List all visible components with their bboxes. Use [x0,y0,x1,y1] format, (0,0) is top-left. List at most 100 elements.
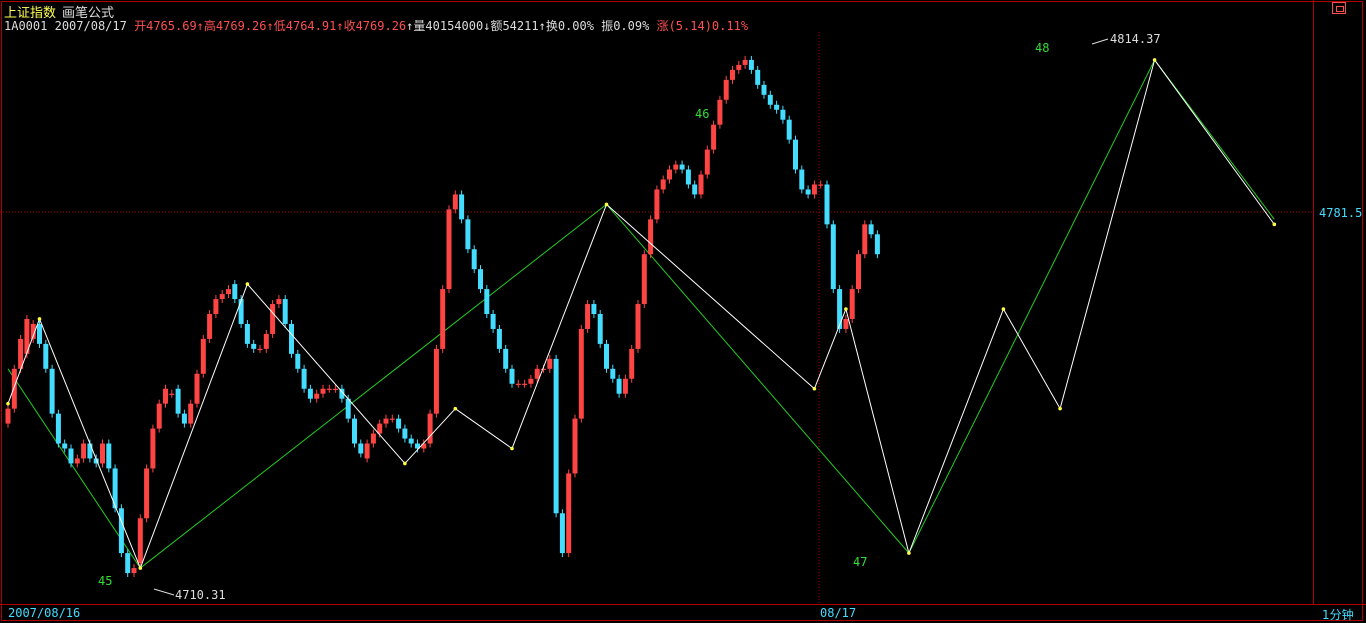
candle-body [150,428,156,469]
candle-body [730,69,735,80]
price-axis-divider [1313,0,1314,604]
turnover-label: 换 [545,19,558,33]
change-label: 涨 [656,19,669,33]
up-arrow-icon [539,19,546,33]
candle-body [74,458,80,464]
stock-code: 1A0001 [4,19,48,33]
candle-body [748,59,754,70]
candle-body [131,568,137,574]
candle-body [5,408,11,424]
candle-body [163,388,168,404]
candle-body [559,513,565,554]
stroke-label-47: 47 [853,555,867,569]
candle-body [396,418,402,429]
time-axis-divider [0,604,1366,605]
time-label-mid: 08/17 [820,606,857,620]
period-selector[interactable]: 1分钟 [1322,608,1354,622]
candle-body [106,443,112,469]
candle-body [389,418,395,420]
open-label: 开 [134,19,147,33]
candle-body [238,299,244,324]
candle-body [572,418,578,474]
candle-body [824,184,830,225]
stroke-vertex [907,551,911,555]
candle-body [415,443,420,449]
stroke-vertex [812,386,817,391]
candle-body [364,443,370,459]
candle-body [307,388,313,399]
down-arrow-icon [483,19,490,33]
candle-body [534,368,540,379]
low-value: 4764.91 [285,19,337,33]
candle-body [723,79,729,100]
stroke-line [908,308,1004,554]
candle-body [37,323,42,344]
high-value: 4769.26 [215,19,267,33]
candle-body [799,169,805,190]
candle-body [818,184,824,186]
candle-body [767,94,773,105]
candle-body [862,224,868,255]
candle-body [780,109,786,120]
candle-body [62,443,68,449]
stroke-line [1002,308,1061,409]
candle-body [515,383,521,385]
formula-name[interactable]: 画笔公式 [62,6,115,21]
stroke-line [247,283,406,464]
stroke-vertex [245,282,250,286]
candle-body [100,443,105,464]
stroke-vertex [1058,406,1062,411]
candle-body [30,323,36,339]
low-label: 低 [273,19,286,33]
candle-body [616,378,622,394]
candle-body [849,289,855,319]
up-arrow-icon [406,19,413,33]
stroke-label-45: 45 [98,574,112,588]
candle-body [326,388,332,390]
candle-body [118,508,124,554]
candle-body [213,299,219,314]
candle-body [440,289,446,349]
time-label-start: 2007/08/16 [8,606,81,620]
candle-body [282,299,288,324]
candle-body [484,289,490,314]
stroke-line [845,308,910,554]
candle-body [660,179,666,190]
amplitude-label: 振 [601,19,614,33]
stroke-vertex [844,307,848,311]
segment-line [908,59,1156,554]
stroke-line [139,283,248,569]
stroke-line [606,204,815,390]
high-price-leader [1091,38,1109,45]
candle-body [24,318,30,354]
candle-body [244,323,250,344]
candle-body [742,59,748,65]
candle-body [585,304,591,329]
candle-body [874,234,880,255]
candle-body [490,314,496,329]
candle-body [112,468,118,509]
stroke-line [1059,59,1156,409]
candle-body [711,124,717,150]
open-value: 4765.69 [146,19,197,33]
candle-body [49,368,55,414]
stroke-line [39,318,141,569]
candle-body [509,368,515,384]
quote-row: 1A0001 2007/08/17 开4765.69高4769.26低4764.… [4,17,748,34]
candle-body [175,388,181,414]
candle-body [610,368,616,379]
candle-body [648,219,654,255]
candle-body [522,383,528,385]
window-restore-icon[interactable] [1332,2,1346,14]
stroke-line [404,408,456,464]
candle-body [352,418,357,444]
candle-body [452,194,458,210]
candle-body [578,328,584,419]
candle-body [144,468,150,519]
quote-date: 2007/08/17 [54,19,127,33]
candle-body [446,209,452,290]
candle-body [679,164,685,170]
candle-body [755,69,761,85]
